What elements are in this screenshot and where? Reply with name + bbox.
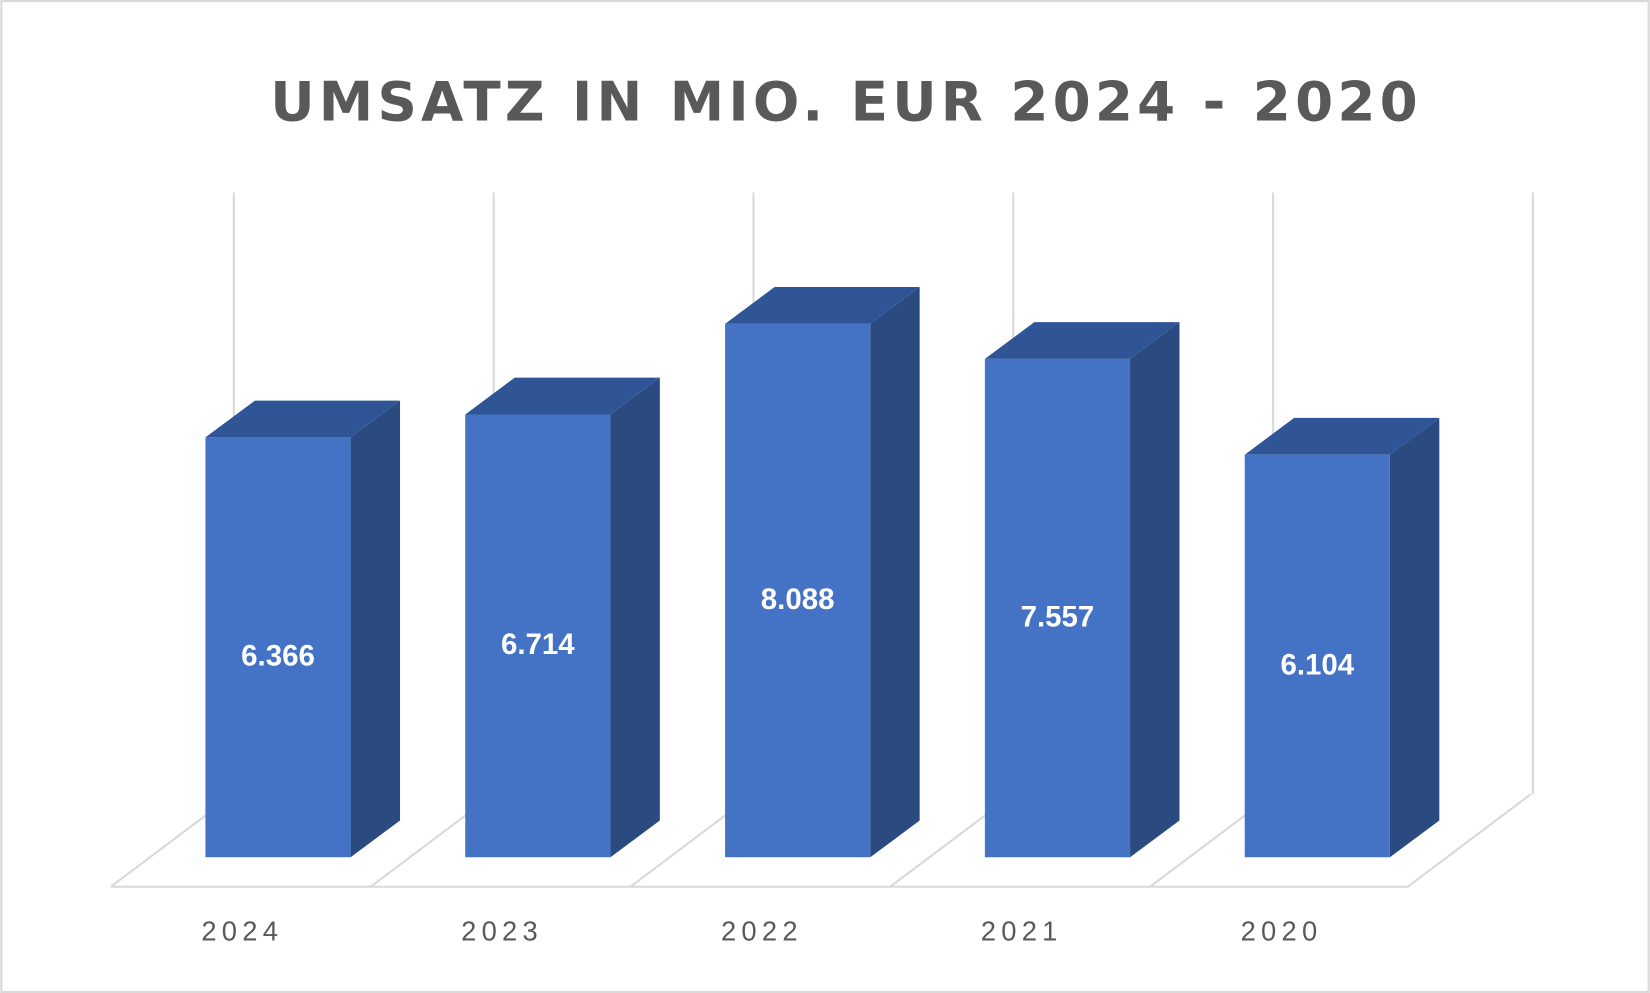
- bar-top: [205, 400, 401, 438]
- value-label: 7.557: [1021, 600, 1095, 633]
- x-tick-label: 2022: [721, 915, 803, 946]
- bar-front: [984, 358, 1131, 858]
- bar-front: [205, 437, 351, 858]
- bar-side: [1389, 417, 1440, 858]
- value-label: 8.088: [761, 583, 835, 616]
- x-tick-label: 2021: [981, 915, 1063, 946]
- bar-top: [465, 377, 660, 415]
- bar: [1244, 417, 1440, 858]
- bar-top: [725, 287, 920, 324]
- bar-front: [1244, 454, 1390, 858]
- bar-front: [465, 414, 611, 858]
- bar-side: [610, 377, 660, 858]
- bar: [205, 400, 401, 858]
- floor: [110, 793, 1532, 888]
- bar: [725, 287, 920, 858]
- bar: [465, 377, 660, 858]
- bar: [984, 322, 1180, 858]
- x-tick-label: 2023: [461, 915, 543, 946]
- floor-edge: [110, 793, 1532, 888]
- value-label: 6.104: [1280, 648, 1354, 681]
- bar-top: [984, 322, 1180, 359]
- bar-side: [870, 287, 920, 858]
- bar-top: [1244, 417, 1440, 455]
- value-label: 6.366: [241, 640, 315, 673]
- chart-title: UMSATZ IN MIO. EUR 2024 - 2020: [270, 69, 1422, 133]
- bar-side: [350, 400, 401, 858]
- x-tick-label: 2020: [1241, 915, 1323, 946]
- value-label: 6.714: [501, 628, 575, 661]
- bar-front: [725, 323, 871, 858]
- x-tick-label: 2024: [201, 915, 283, 946]
- bar-side: [1130, 322, 1180, 858]
